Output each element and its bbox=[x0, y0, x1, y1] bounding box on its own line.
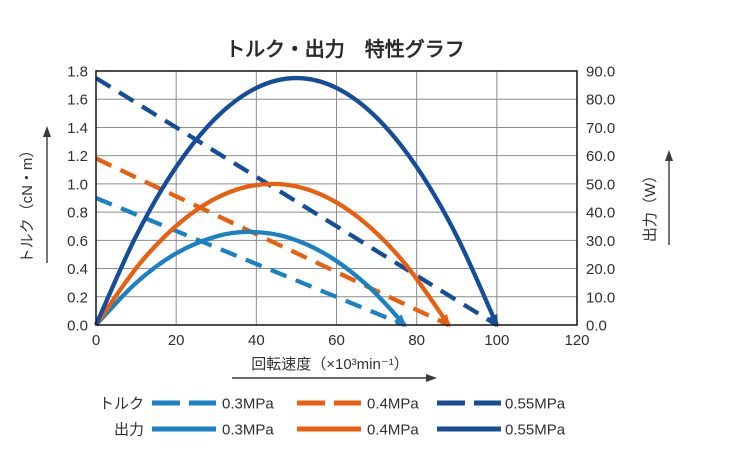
output-curve-0.3mpa bbox=[94, 229, 407, 328]
y-left-tick-label: 1.4 bbox=[67, 120, 88, 137]
output-curve-0.4mpa bbox=[94, 181, 451, 328]
legend-group-label: トルク bbox=[99, 396, 144, 413]
tick-layer: 0 20 40 60 80 100 1200.00.20.40.60.81.01.21.41… bbox=[67, 64, 615, 350]
y-left-tick-label: 0.6 bbox=[67, 233, 88, 250]
chart-title: トルク・出力 特性グラフ bbox=[225, 37, 465, 61]
legend-entry-label: 0.4MPa bbox=[367, 422, 419, 439]
y-left-axis-arrow-icon bbox=[43, 126, 51, 263]
legend-entry-label: 0.55MPa bbox=[505, 422, 566, 439]
x-tick-label: 40 bbox=[248, 332, 265, 349]
y-right-tick-label: 0.0 bbox=[586, 318, 607, 335]
y-left-tick-label: 0.4 bbox=[67, 261, 88, 278]
y-right-tick-label: 90.0 bbox=[586, 64, 615, 81]
legend-entry-label: 0.3MPa bbox=[222, 396, 274, 413]
y-left-tick-label: 0.2 bbox=[67, 289, 88, 306]
y-left-axis-label: トルク（cN・m） bbox=[19, 143, 36, 264]
y-right-tick-label: 80.0 bbox=[586, 92, 615, 109]
legend-row-output: 出力 0.3MPa 0.4MPa 0.55MPa bbox=[114, 422, 566, 439]
y-left-tick-label: 1.0 bbox=[67, 176, 88, 193]
legend-entry-label: 0.3MPa bbox=[222, 422, 274, 439]
x-tick-label: 0 bbox=[92, 332, 100, 349]
output-curve-0.55mpa bbox=[94, 75, 499, 328]
x-tick-label: 80 bbox=[408, 332, 425, 349]
x-tick-label: 120 bbox=[564, 332, 589, 349]
grid-layer bbox=[96, 71, 577, 325]
y-right-tick-label: 40.0 bbox=[586, 205, 615, 222]
y-right-axis-label-group: 出力（W） bbox=[642, 150, 673, 245]
y-left-tick-label: 1.2 bbox=[67, 148, 88, 165]
y-right-tick-label: 60.0 bbox=[586, 148, 615, 165]
y-right-tick-label: 30.0 bbox=[586, 233, 615, 250]
y-right-tick-label: 10.0 bbox=[586, 289, 615, 306]
torque-line-0.55mpa bbox=[94, 76, 498, 327]
y-right-tick-label: 70.0 bbox=[586, 120, 615, 137]
y-right-tick-label: 50.0 bbox=[586, 176, 615, 193]
y-right-axis-arrow-icon bbox=[665, 150, 673, 245]
torque-line-0.3mpa bbox=[95, 196, 406, 327]
y-right-tick-label: 20.0 bbox=[586, 261, 615, 278]
y-right-axis-label: 出力（W） bbox=[642, 168, 659, 242]
legend-entry-label: 0.4MPa bbox=[367, 396, 419, 413]
y-left-tick-label: 1.6 bbox=[67, 92, 88, 109]
plot-border bbox=[95, 70, 578, 326]
y-left-tick-label: 1.8 bbox=[67, 64, 88, 81]
x-axis-label-group: 回転速度（×10³min⁻¹） bbox=[232, 356, 437, 382]
series-layer bbox=[94, 75, 499, 328]
legend-row-torque: トルク 0.3MPa 0.4MPa 0.55MPa bbox=[99, 396, 566, 413]
x-tick-label: 60 bbox=[328, 332, 345, 349]
torque-line-0.4mpa bbox=[95, 156, 450, 327]
x-tick-label: 100 bbox=[484, 332, 509, 349]
y-left-tick-label: 0.8 bbox=[67, 205, 88, 222]
y-left-tick-label: 0.0 bbox=[67, 318, 88, 335]
legend-layer: トルク 0.3MPa 0.4MPa 0.55MPa 出力 0.3MPa 0.4MPa 0.55… bbox=[99, 396, 566, 439]
legend-entry-label: 0.55MPa bbox=[505, 396, 566, 413]
legend-group-label: 出力 bbox=[114, 422, 144, 439]
x-axis-label: 回転速度（×10³min⁻¹） bbox=[251, 356, 409, 373]
x-tick-label: 20 bbox=[168, 332, 185, 349]
y-left-axis-label-group: トルク（cN・m） bbox=[19, 126, 51, 263]
x-axis-arrow-icon bbox=[232, 374, 437, 382]
